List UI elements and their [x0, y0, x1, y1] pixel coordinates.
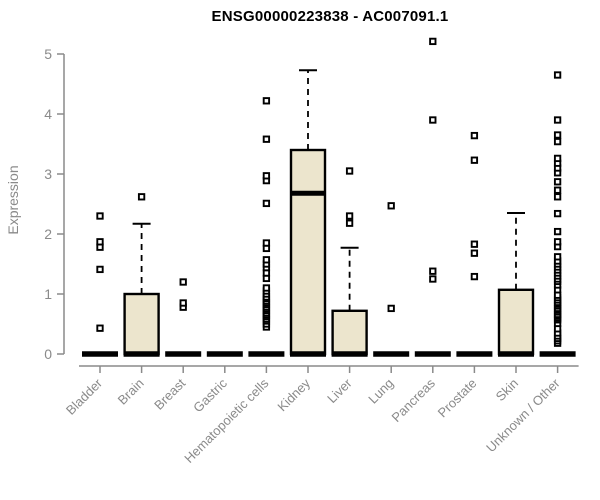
y-tick-label: 2 — [44, 226, 52, 242]
zero-bar — [206, 351, 243, 357]
zero-bar — [248, 351, 285, 357]
chart-title: ENSG00000223838 - AC007091.1 — [211, 8, 449, 25]
outlier-point — [96, 324, 104, 332]
x-tick-label: Liver — [324, 375, 355, 406]
x-tick-label: Skin — [493, 376, 521, 404]
zero-bar — [331, 351, 368, 357]
x-tick-label: Brain — [115, 376, 147, 408]
outlier-point — [262, 97, 271, 105]
outlier-point — [262, 284, 271, 292]
outlier-point — [470, 240, 479, 248]
outlier-point — [553, 238, 562, 246]
outlier-point — [429, 275, 437, 283]
x-tick-label: Lung — [365, 376, 396, 407]
outlier-point — [553, 253, 562, 261]
outlier-point — [387, 304, 395, 313]
outlier-point — [470, 156, 479, 164]
outlier-point — [553, 154, 562, 163]
y-tick-label: 3 — [44, 166, 52, 182]
zero-bar — [165, 351, 202, 357]
x-tick-label: Prostate — [435, 376, 480, 421]
outlier-point — [429, 116, 437, 124]
box — [123, 292, 160, 356]
x-tick-label: Bladder — [63, 375, 106, 418]
outlier-point — [470, 131, 479, 140]
box — [497, 288, 535, 356]
y-tick-label: 4 — [44, 106, 52, 122]
outlier-point — [96, 265, 104, 274]
outlier-point — [553, 209, 562, 218]
y-tick-label: 1 — [44, 286, 52, 302]
x-tick-label: Pancreas — [388, 375, 438, 425]
outlier-point — [470, 272, 479, 281]
outlier-point — [429, 267, 437, 275]
outlier-point — [553, 131, 562, 139]
outlier-point — [345, 167, 354, 175]
outlier-point — [553, 137, 562, 146]
zero-bar — [123, 351, 160, 357]
outlier-point — [345, 212, 354, 220]
outlier-point — [179, 299, 187, 307]
y-tick-label: 0 — [44, 346, 52, 362]
zero-bar — [498, 351, 534, 357]
zero-bar — [539, 351, 576, 357]
zero-bar — [456, 351, 493, 357]
outlier-point — [470, 249, 479, 257]
outlier-point — [553, 116, 562, 124]
outlier-point — [553, 227, 562, 236]
zero-bar — [290, 351, 326, 357]
zero-bar — [414, 351, 451, 357]
zero-bar — [82, 351, 118, 357]
outlier-point — [179, 278, 187, 286]
x-tick-label: Breast — [151, 375, 188, 412]
outlier-point — [262, 172, 271, 180]
outlier-point — [137, 193, 146, 201]
box — [331, 309, 368, 356]
outlier-point — [262, 256, 271, 264]
outlier-point — [345, 219, 354, 227]
outlier-point — [96, 238, 104, 246]
outlier-point — [553, 186, 562, 194]
x-tick-label: Gastric — [190, 375, 230, 415]
y-tick-label: 5 — [44, 46, 52, 62]
outlier-point — [553, 193, 562, 201]
outlier-point — [553, 71, 562, 79]
zero-bar — [373, 351, 410, 357]
outlier-point — [262, 135, 271, 143]
x-tick-label: Unknown / Other — [483, 375, 563, 455]
outlier-point — [262, 199, 271, 208]
outlier-point — [553, 178, 562, 186]
box — [289, 148, 327, 356]
x-tick-label: Kidney — [274, 375, 313, 414]
outlier-point — [387, 202, 395, 210]
outlier-point — [262, 239, 271, 247]
outlier-point — [429, 37, 437, 46]
outlier-point — [96, 212, 104, 220]
